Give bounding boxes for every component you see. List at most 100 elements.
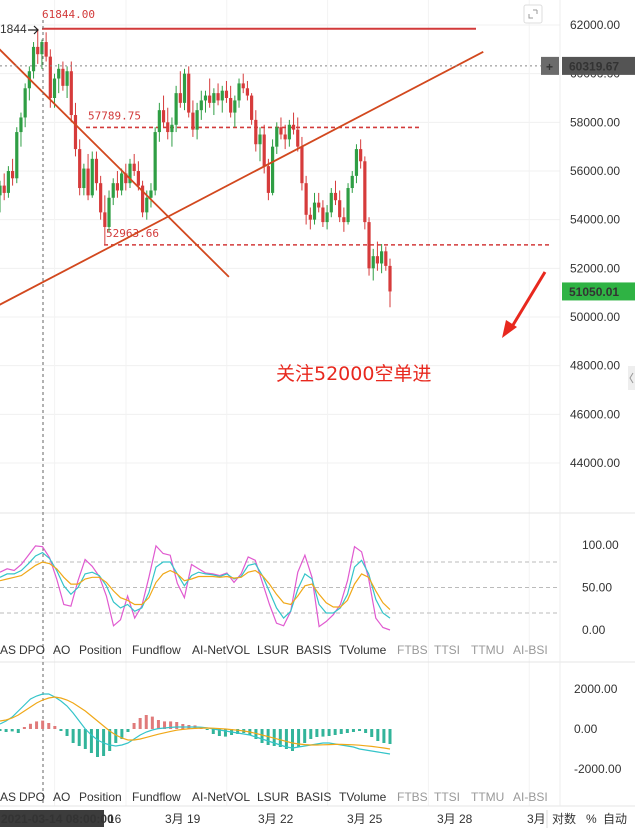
date-tick-label: 16 — [108, 812, 122, 826]
macd-bar — [138, 718, 142, 729]
indicator-tab[interactable]: LSUR — [257, 643, 289, 657]
candle-body — [94, 158, 99, 184]
macd-bar — [382, 729, 386, 743]
oscillator-tick: 0.00 — [582, 623, 606, 637]
indicator-tab[interactable]: Position — [79, 643, 122, 657]
candle-body — [191, 112, 195, 130]
price-tick-label: 62000.00 — [570, 18, 620, 32]
annotation-text: 关注52000空单进 — [276, 363, 431, 385]
chart-overlay: 1844 关注52000空单进 — [0, 4, 560, 806]
indicator-tab-lower[interactable]: FTBS — [397, 790, 428, 804]
candle-body — [354, 149, 359, 176]
candle-body — [61, 68, 65, 86]
crosshair-arrow-icon — [28, 25, 39, 35]
indicator-tab[interactable]: AI-BSI — [513, 643, 548, 657]
candle-body — [36, 46, 40, 55]
macd-bar — [345, 729, 349, 733]
candle-body — [371, 256, 375, 269]
last-price-label: 51050.01 — [569, 285, 619, 299]
macd-bar — [303, 729, 307, 743]
candle-body — [140, 185, 145, 213]
macd-bar — [291, 729, 294, 751]
candle-body — [287, 124, 291, 140]
indicator-tab-lower[interactable]: AS — [0, 790, 16, 804]
candle-body — [233, 100, 237, 113]
macd-bar — [71, 729, 75, 743]
macd-bar — [53, 726, 57, 729]
indicator-tab-lower[interactable]: Position — [79, 790, 122, 804]
candle-body — [124, 173, 128, 184]
indicator-tab-lower[interactable]: TTMU — [471, 790, 504, 804]
price-axes: 62000.0060000.0058000.0056000.0054000.00… — [541, 18, 635, 470]
macd-bar — [77, 729, 81, 746]
indicator-tab[interactable]: AO — [53, 643, 70, 657]
date-tick-label: 3月 25 — [347, 812, 383, 826]
indicator-tab[interactable]: AI-NetVOL — [192, 643, 250, 657]
percent-scale-toggle[interactable]: % — [586, 812, 597, 826]
macd-bar — [309, 729, 313, 739]
candle-body — [266, 166, 270, 193]
high-label: 61844.00 — [42, 8, 95, 21]
indicator-tab-lower[interactable]: BASIS — [296, 790, 331, 804]
macd-bar — [132, 723, 136, 729]
macd-bar — [83, 729, 87, 749]
down-arrow-head-icon — [502, 320, 517, 338]
candle-body — [359, 149, 363, 162]
candle-body — [19, 117, 23, 133]
candle-body — [321, 207, 325, 223]
price-levels: 57789.75 52963.66 61844.00 — [42, 8, 550, 246]
indicator-tab[interactable]: AS — [0, 643, 16, 657]
macd-tick: 2000.00 — [574, 682, 618, 696]
macd-bar — [223, 729, 227, 737]
indicator-tab-lower[interactable]: AO — [53, 790, 70, 804]
indicator-tab[interactable]: FTBS — [397, 643, 428, 657]
auto-scale-toggle[interactable]: 自动 — [603, 812, 627, 826]
candle-body — [254, 119, 258, 145]
candle-body — [241, 83, 245, 89]
chart-grid — [0, 0, 635, 807]
indicator-tab-lower[interactable]: TVolume — [339, 790, 387, 804]
indicator-tab-lower[interactable]: DPO — [19, 790, 45, 804]
candle-body — [329, 192, 333, 213]
indicator-tab-lower[interactable]: Fundflow — [132, 790, 181, 804]
add-level-button[interactable] — [541, 56, 559, 75]
log-scale-toggle[interactable]: 对数 — [552, 811, 576, 826]
collapse-handle[interactable] — [628, 366, 635, 390]
candle-body — [86, 168, 90, 196]
plus-icon: + — [546, 60, 553, 74]
candle-body — [388, 265, 392, 292]
macd-bar — [126, 729, 130, 732]
date-tick-label: 3月 22 — [258, 812, 294, 826]
candle-body — [107, 197, 111, 227]
indicator-tab[interactable]: TTMU — [471, 643, 504, 657]
candle-body — [174, 93, 178, 125]
macd-bar — [284, 729, 288, 749]
candle-body — [275, 127, 279, 147]
candle-body — [338, 200, 342, 218]
macd-bar — [28, 723, 32, 729]
indicator-tab-lower[interactable]: LSUR — [257, 790, 289, 804]
indicator-tab[interactable]: TTSI — [434, 643, 460, 657]
candle-body — [136, 171, 140, 186]
candle-body — [325, 212, 329, 223]
candle-body — [333, 192, 338, 201]
candle-body — [270, 146, 275, 193]
indicator-tab[interactable]: BASIS — [296, 643, 331, 657]
indicator-tab-lower[interactable]: AI-BSI — [513, 790, 548, 804]
price-tick-label: 56000.00 — [570, 164, 620, 178]
candle-body — [82, 168, 86, 189]
indicator-tab[interactable]: TVolume — [339, 643, 387, 657]
candle-body — [0, 185, 2, 196]
candle-body — [153, 132, 157, 191]
macd-bar — [297, 729, 301, 747]
indicator-tab[interactable]: Fundflow — [132, 643, 181, 657]
indicator-tab[interactable]: DPO — [19, 643, 45, 657]
candle-body — [149, 190, 153, 198]
candle-body — [115, 183, 120, 191]
macd-bar — [47, 723, 51, 729]
indicator-tab-lower[interactable]: AI-NetVOL — [192, 790, 250, 804]
candle-body — [245, 88, 250, 96]
fullscreen-icon[interactable] — [523, 4, 543, 24]
indicator-tab-lower[interactable]: TTSI — [434, 790, 460, 804]
